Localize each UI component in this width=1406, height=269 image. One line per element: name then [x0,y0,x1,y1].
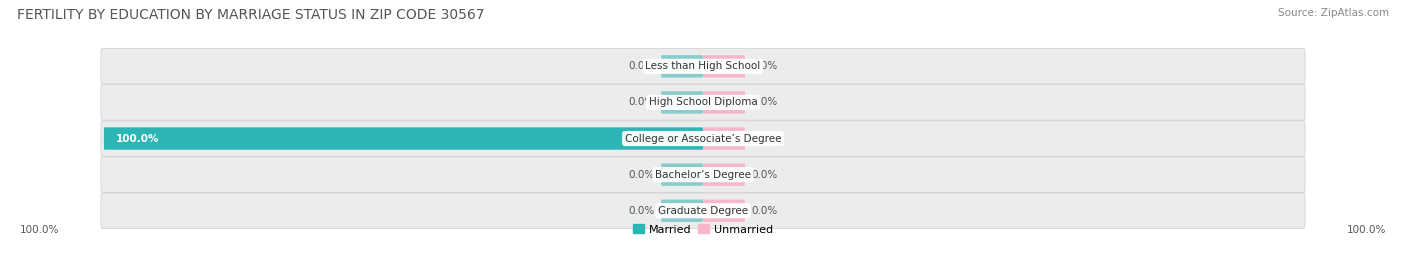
Text: 0.0%: 0.0% [628,206,655,216]
Text: Bachelor’s Degree: Bachelor’s Degree [655,170,751,180]
Text: 0.0%: 0.0% [628,97,655,107]
FancyBboxPatch shape [101,49,1305,84]
Text: FERTILITY BY EDUCATION BY MARRIAGE STATUS IN ZIP CODE 30567: FERTILITY BY EDUCATION BY MARRIAGE STATU… [17,8,485,22]
Text: 0.0%: 0.0% [751,133,778,144]
FancyBboxPatch shape [703,164,745,186]
Text: 100.0%: 100.0% [1347,225,1386,235]
Text: Graduate Degree: Graduate Degree [658,206,748,216]
Text: High School Diploma: High School Diploma [648,97,758,107]
FancyBboxPatch shape [703,200,745,222]
Text: College or Associate’s Degree: College or Associate’s Degree [624,133,782,144]
Text: 0.0%: 0.0% [751,206,778,216]
Legend: Married, Unmarried: Married, Unmarried [628,220,778,239]
FancyBboxPatch shape [703,55,745,77]
FancyBboxPatch shape [703,127,745,150]
FancyBboxPatch shape [101,193,1305,228]
Text: 0.0%: 0.0% [751,61,778,71]
FancyBboxPatch shape [101,85,1305,120]
FancyBboxPatch shape [661,91,703,114]
Text: 100.0%: 100.0% [115,133,159,144]
FancyBboxPatch shape [661,55,703,77]
Text: Source: ZipAtlas.com: Source: ZipAtlas.com [1278,8,1389,18]
Text: 0.0%: 0.0% [628,61,655,71]
FancyBboxPatch shape [661,164,703,186]
Text: 100.0%: 100.0% [20,225,59,235]
Text: Less than High School: Less than High School [645,61,761,71]
Text: 0.0%: 0.0% [628,170,655,180]
FancyBboxPatch shape [703,91,745,114]
FancyBboxPatch shape [104,127,703,150]
Text: 0.0%: 0.0% [751,170,778,180]
Text: 0.0%: 0.0% [751,97,778,107]
FancyBboxPatch shape [101,157,1305,192]
FancyBboxPatch shape [661,200,703,222]
FancyBboxPatch shape [101,121,1305,156]
